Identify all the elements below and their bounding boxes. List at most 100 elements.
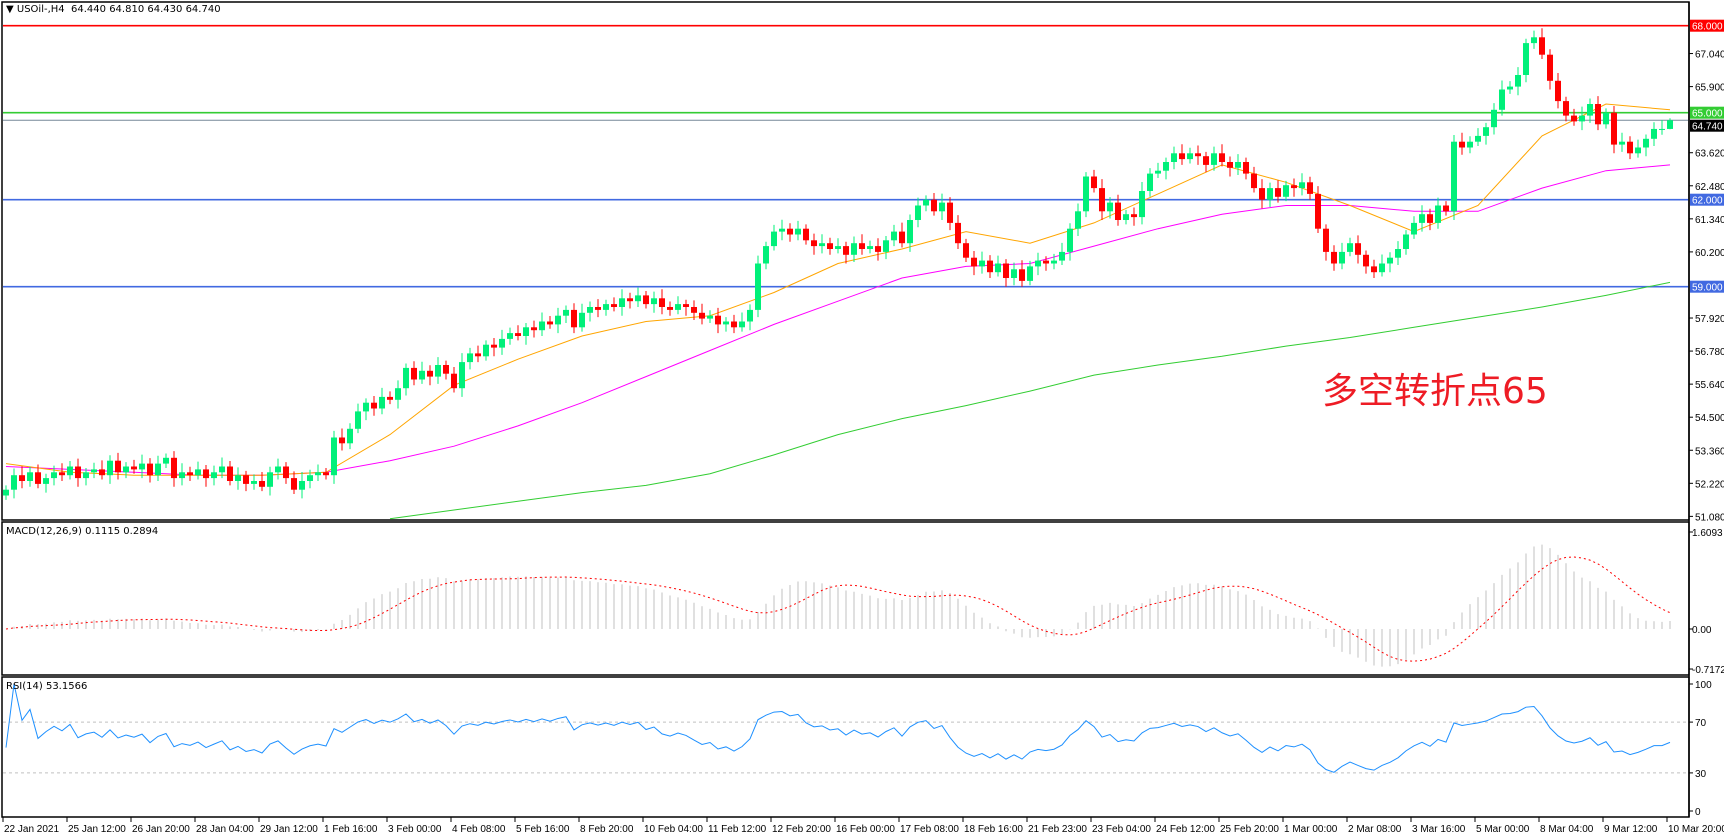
candle-body bbox=[651, 298, 657, 305]
candle bbox=[491, 338, 497, 357]
candle-body bbox=[875, 246, 881, 252]
candle bbox=[1131, 207, 1137, 226]
candle-body bbox=[227, 466, 233, 481]
candle bbox=[187, 466, 193, 481]
candle-body bbox=[1467, 141, 1473, 148]
candle-body bbox=[1547, 54, 1553, 81]
candle-body bbox=[723, 321, 729, 325]
candle-body bbox=[1435, 205, 1441, 223]
candle bbox=[1243, 157, 1249, 180]
price-line-label-bg bbox=[1690, 119, 1724, 132]
time-axis-label: 2 Mar 08:00 bbox=[1348, 824, 1402, 835]
time-axis-label: 4 Feb 08:00 bbox=[452, 824, 506, 835]
price-axis-label: 61.340 bbox=[1695, 215, 1724, 226]
candle-body bbox=[1387, 257, 1393, 264]
candle-body bbox=[475, 353, 481, 357]
candle-body bbox=[387, 396, 393, 400]
candle bbox=[275, 458, 281, 480]
candle-body bbox=[1091, 176, 1097, 189]
price-line-label-bg bbox=[1690, 19, 1724, 32]
candle bbox=[499, 329, 505, 355]
candle bbox=[1459, 132, 1465, 155]
candle-body bbox=[1235, 162, 1241, 168]
candle bbox=[1187, 147, 1193, 164]
main-plot bbox=[3, 24, 1689, 520]
ma-mid-line bbox=[5, 164, 1671, 476]
candle bbox=[115, 452, 121, 480]
candle-body bbox=[1331, 251, 1337, 264]
candle-body bbox=[771, 231, 777, 247]
candle bbox=[1427, 208, 1433, 231]
candle-body bbox=[571, 309, 577, 328]
collapse-triangle-icon[interactable]: ▼ bbox=[6, 4, 17, 15]
price-axis-label: 67.040 bbox=[1695, 50, 1724, 61]
candle-body bbox=[155, 463, 161, 476]
candle-body bbox=[1171, 153, 1177, 162]
candle-body bbox=[531, 327, 537, 331]
time-axis-label: 28 Jan 04:00 bbox=[196, 824, 254, 835]
price-axis-label: 56.780 bbox=[1695, 347, 1724, 358]
rsi-axis-label: 30 bbox=[1695, 769, 1707, 780]
candle-body bbox=[1371, 266, 1377, 273]
candle bbox=[315, 464, 321, 481]
candle-body bbox=[51, 472, 57, 479]
candle-body bbox=[443, 365, 449, 374]
candle-body bbox=[275, 466, 281, 473]
candle bbox=[1371, 259, 1377, 278]
candle bbox=[1355, 235, 1361, 264]
candle-body bbox=[595, 307, 601, 310]
candle-body bbox=[779, 228, 785, 232]
candle bbox=[195, 461, 201, 480]
candle-body bbox=[67, 466, 73, 476]
ohlc-close: 64.740 bbox=[185, 4, 221, 15]
candle bbox=[235, 467, 241, 490]
price-axis-label: 54.500 bbox=[1695, 413, 1724, 424]
candle bbox=[11, 468, 17, 499]
candle-body bbox=[987, 260, 993, 273]
candle bbox=[899, 222, 905, 248]
candle-body bbox=[835, 246, 841, 249]
price-axis-label: 63.620 bbox=[1695, 149, 1724, 160]
candle bbox=[707, 310, 713, 323]
time-axis-label: 18 Feb 16:00 bbox=[964, 824, 1023, 835]
candle-body bbox=[843, 246, 849, 255]
candle bbox=[1123, 209, 1129, 225]
candle bbox=[1403, 230, 1409, 255]
candle bbox=[179, 463, 185, 486]
time-axis-label: 3 Mar 16:00 bbox=[1412, 824, 1466, 835]
candle bbox=[627, 292, 633, 309]
macd-plot bbox=[5, 544, 1671, 667]
candle-body bbox=[795, 228, 801, 235]
candle-body bbox=[739, 321, 745, 328]
candle-body bbox=[963, 243, 969, 258]
time-axis-label: 5 Feb 16:00 bbox=[516, 824, 570, 835]
candle bbox=[75, 458, 81, 487]
time-axis-label: 10 Mar 20:00 bbox=[1668, 824, 1724, 835]
candle-body bbox=[1019, 269, 1025, 281]
candle-body bbox=[91, 469, 97, 473]
candle-body bbox=[1491, 109, 1497, 128]
candle bbox=[683, 299, 689, 316]
candle-body bbox=[459, 362, 465, 389]
candle bbox=[1603, 108, 1609, 129]
candle bbox=[283, 462, 289, 484]
price-axis-label: 53.360 bbox=[1695, 446, 1724, 457]
candle-body bbox=[1563, 101, 1569, 116]
time-axis-label: 25 Feb 20:00 bbox=[1220, 824, 1279, 835]
candle-body bbox=[1251, 173, 1257, 189]
candle bbox=[1379, 254, 1385, 277]
candle bbox=[931, 193, 937, 216]
candle bbox=[99, 460, 105, 480]
candle-body bbox=[75, 466, 81, 479]
candle-body bbox=[1411, 222, 1417, 235]
candle bbox=[787, 223, 793, 242]
candle bbox=[1315, 186, 1321, 234]
time-axis-label: 8 Mar 04:00 bbox=[1540, 824, 1594, 835]
candle bbox=[859, 234, 865, 255]
ma-fast-line bbox=[5, 103, 1671, 476]
candle bbox=[1059, 242, 1065, 265]
candle bbox=[379, 387, 385, 415]
candle-body bbox=[947, 202, 953, 223]
candle-body bbox=[379, 396, 385, 409]
